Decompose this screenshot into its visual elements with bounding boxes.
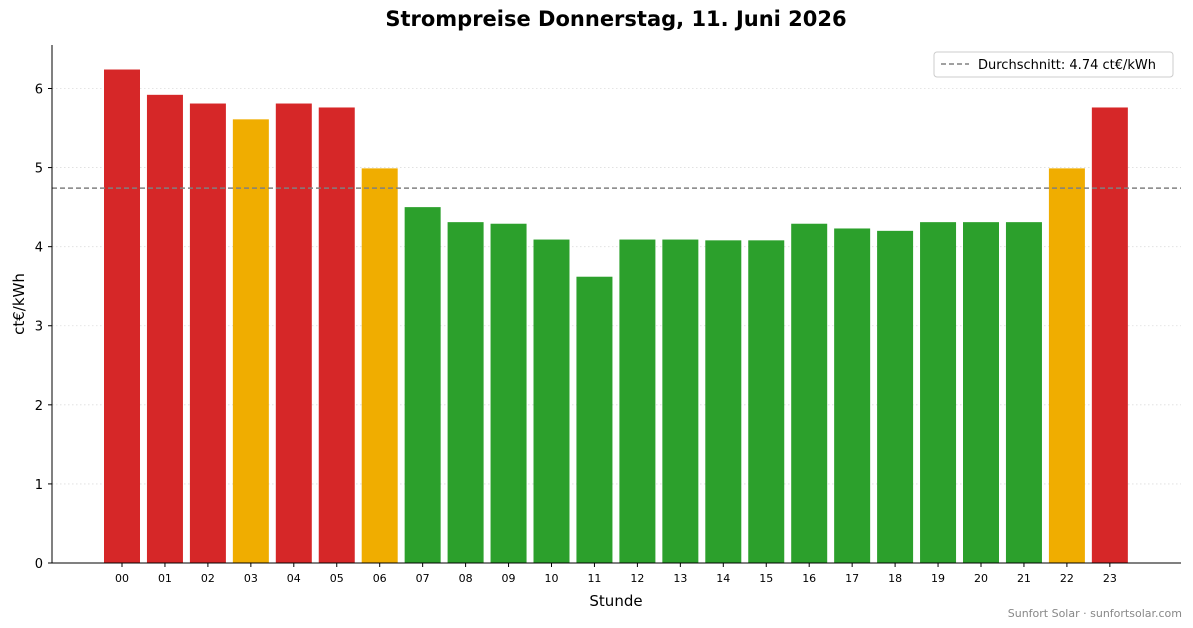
x-tick-label-08: 08 [459, 572, 473, 585]
bar-01 [146, 94, 183, 563]
bar-19 [920, 222, 957, 564]
y-tick-label: 1 [35, 478, 43, 493]
legend-box [933, 51, 1174, 78]
bar-02 [189, 103, 226, 563]
y-tick-label: 3 [35, 320, 43, 335]
x-tick-label-05: 05 [330, 572, 344, 585]
x-tick-label-19: 19 [931, 572, 945, 585]
x-tick-label-13: 13 [673, 572, 687, 585]
x-tick-label-10: 10 [545, 572, 559, 585]
footer-credit: Sunfort Solar · sunfortsolar.com [1008, 607, 1182, 620]
bar-05 [318, 107, 355, 564]
chart-title: Strompreise Donnerstag, 11. Juni 2026 [385, 7, 846, 31]
x-tick-label-23: 23 [1103, 572, 1117, 585]
bars [104, 69, 1128, 564]
bar-15 [748, 240, 785, 563]
bar-21 [1005, 222, 1042, 564]
x-ticks: 00 01 02 03 04 05 06 07 08 09 10 11 12 13 14 15 16 17 18 19… [115, 563, 1117, 585]
legend-average-label: Durchschnitt: 4.74 ct€/kWh [978, 58, 1156, 73]
bar-14 [705, 240, 742, 563]
x-tick-label-12: 12 [630, 572, 644, 585]
bar-23 [1091, 107, 1128, 564]
y-ticks: 0 1 2 3 4 5 6 [35, 82, 52, 572]
x-tick-label-11: 11 [587, 572, 601, 585]
legend: Durchschnitt: 4.74 ct€/kWh [933, 51, 1174, 78]
bar-18 [877, 230, 914, 563]
x-tick-label-22: 22 [1060, 572, 1074, 585]
x-tick-label-06: 06 [373, 572, 387, 585]
x-tick-label-20: 20 [974, 572, 988, 585]
x-tick-label-21: 21 [1017, 572, 1031, 585]
y-tick-label: 2 [35, 399, 43, 414]
bar-13 [662, 239, 699, 563]
x-tick-label-04: 04 [287, 572, 301, 585]
x-tick-label-17: 17 [845, 572, 859, 585]
x-tick-label-07: 07 [416, 572, 430, 585]
x-tick-label-03: 03 [244, 572, 258, 585]
y-tick-label: 0 [35, 557, 43, 572]
y-tick-label: 6 [35, 82, 43, 97]
y-axis-label: ct€/kWh [10, 273, 28, 335]
x-axis-label: Stunde [589, 592, 642, 610]
bar-16 [791, 223, 828, 563]
bar-20 [963, 222, 999, 564]
bar-07 [404, 207, 441, 563]
x-tick-label-15: 15 [759, 572, 773, 585]
bar-10 [533, 239, 570, 563]
x-tick-label-00: 00 [115, 572, 129, 585]
y-tick-label: 5 [35, 162, 43, 177]
bar-09 [490, 223, 527, 563]
x-tick-label-02: 02 [201, 572, 215, 585]
bar-17 [834, 228, 871, 564]
bar-03 [232, 119, 269, 563]
x-tick-label-16: 16 [802, 572, 816, 585]
x-tick-label-18: 18 [888, 572, 902, 585]
x-tick-label-14: 14 [716, 572, 730, 585]
x-tick-label-09: 09 [502, 572, 516, 585]
bar-00 [104, 69, 140, 564]
bar-22 [1048, 168, 1085, 564]
x-tick-label-01: 01 [158, 572, 172, 585]
bar-08 [447, 222, 484, 564]
axes [51, 45, 1181, 564]
y-tick-label: 4 [35, 241, 43, 256]
bar-04 [275, 103, 312, 563]
bar-11 [576, 276, 613, 563]
bar-12 [619, 239, 656, 563]
bar-06 [361, 168, 398, 564]
